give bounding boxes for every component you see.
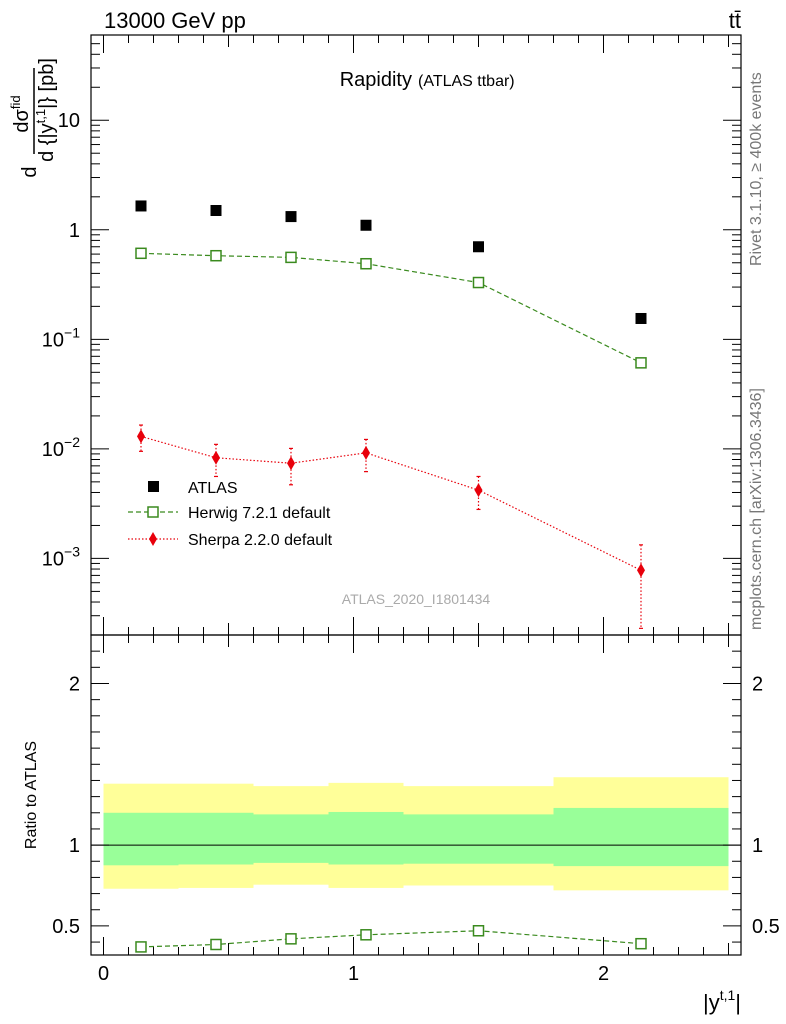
rivet-label: Rivet 3.1.10, ≥ 400k events <box>748 72 765 266</box>
uncertainty-band-inner <box>103 812 179 866</box>
herwig-ratio-point <box>285 933 297 945</box>
legend-label-atlas: ATLAS <box>188 480 238 497</box>
ratio-bands <box>91 777 741 891</box>
herwig-ratio-point <box>135 941 147 953</box>
legend-item-herwig: Herwig 7.2.1 default <box>128 505 331 522</box>
uncertainty-band-inner <box>553 807 729 867</box>
ratio-y-tick-label-left: 2 <box>69 673 80 695</box>
y-tick-label: 10−1 <box>42 324 80 351</box>
ylabel-denominator: d {|yt,1|} [pb] <box>33 58 58 162</box>
herwig-ratio-point <box>635 937 647 950</box>
ratio-frame <box>90 634 742 956</box>
sherpa-point <box>362 445 370 460</box>
main-panel: Rapidity (ATLAS ttbar) ATLAS_2020_I18014… <box>8 34 742 636</box>
atlas-point <box>635 312 647 324</box>
main-y-ticks: 10 1 10−1 10−2 10−3 <box>42 34 741 636</box>
ratio-y-tick-label-left: 0.5 <box>52 916 80 938</box>
y-tick-label: 10−2 <box>42 434 80 461</box>
chart-title: Rapidity <box>340 69 412 91</box>
legend-marker-herwig <box>147 506 159 518</box>
herwig-point <box>635 357 647 369</box>
x-axis-label: |yt,1| <box>703 987 741 1015</box>
legend: ATLAS Herwig 7.2.1 default Sherpa 2.2.0 … <box>128 480 333 549</box>
uncertainty-band-inner <box>328 811 404 865</box>
ratio-y-tick-label-right: 1 <box>752 835 763 857</box>
sherpa-point <box>474 483 483 498</box>
atlas-point <box>360 219 372 231</box>
y-tick-label: 10 <box>58 110 80 132</box>
legend-item-sherpa: Sherpa 2.2.0 default <box>128 532 333 549</box>
legend-marker-sherpa <box>149 532 157 546</box>
ratio-ticks: 0 1 2 0.5 0.5 1 1 2 2 <box>52 635 780 985</box>
herwig-point <box>360 257 372 270</box>
legend-item-atlas: ATLAS <box>148 480 238 497</box>
herwig-point <box>210 249 222 262</box>
legend-marker-atlas <box>148 481 159 492</box>
ylabel-d: d <box>19 166 41 177</box>
herwig-point <box>472 276 485 289</box>
uncertainty-band-inner <box>253 814 329 863</box>
analysis-label: ATLAS_2020_I1801434 <box>342 591 491 607</box>
herwig-ratio-point <box>360 929 372 941</box>
x-tick-label: 0 <box>98 963 109 985</box>
sherpa-point <box>212 450 220 465</box>
x-tick-label: 2 <box>598 963 609 985</box>
x-tick-label: 1 <box>348 963 359 985</box>
uncertainty-band-inner <box>178 812 254 865</box>
sherpa-point <box>137 429 145 444</box>
legend-label-sherpa: Sherpa 2.2.0 default <box>188 532 333 549</box>
atlas-point <box>210 205 222 217</box>
ratio-series <box>135 925 647 953</box>
mcplots-label: mcplots.cern.ch [arXiv:1306.3436] <box>748 388 765 630</box>
main-x-ticks <box>103 35 729 635</box>
herwig-line <box>140 252 642 364</box>
ratio-ylabel: Ratio to ATLAS <box>23 741 40 849</box>
legend-label-herwig: Herwig 7.2.1 default <box>188 505 331 522</box>
atlas-point <box>135 200 147 212</box>
ratio-y-tick-label-right: 2 <box>752 673 763 695</box>
herwig-ratio-point <box>210 938 222 951</box>
herwig-ratio-line <box>140 930 642 948</box>
ratio-y-tick-label-left: 1 <box>69 835 80 857</box>
sherpa-point <box>637 563 645 578</box>
main-series <box>135 200 647 629</box>
atlas-point <box>473 241 484 253</box>
ylabel-numerator: dσfid <box>8 95 33 132</box>
herwig-point <box>285 251 297 264</box>
sherpa-point <box>287 456 295 471</box>
y-tick-label: 1 <box>69 220 80 242</box>
energy-label: 13000 GeV pp <box>104 8 246 33</box>
chart-subtitle: (ATLAS ttbar) <box>418 73 515 90</box>
main-ylabel: d dσfid d {|yt,1|} [pb] <box>8 58 58 177</box>
y-tick-label: 10−3 <box>42 543 80 570</box>
ratio-panel: 0 1 2 0.5 0.5 1 1 2 2 Ratio to ATLAS |yt,1| <box>23 634 780 1015</box>
ratio-y-tick-label-right: 0.5 <box>752 916 780 938</box>
uncertainty-band-inner <box>403 814 554 864</box>
atlas-point <box>285 211 297 223</box>
herwig-ratio-point <box>472 925 485 937</box>
herwig-point <box>135 247 147 260</box>
process-label: tt̄ <box>729 8 741 33</box>
